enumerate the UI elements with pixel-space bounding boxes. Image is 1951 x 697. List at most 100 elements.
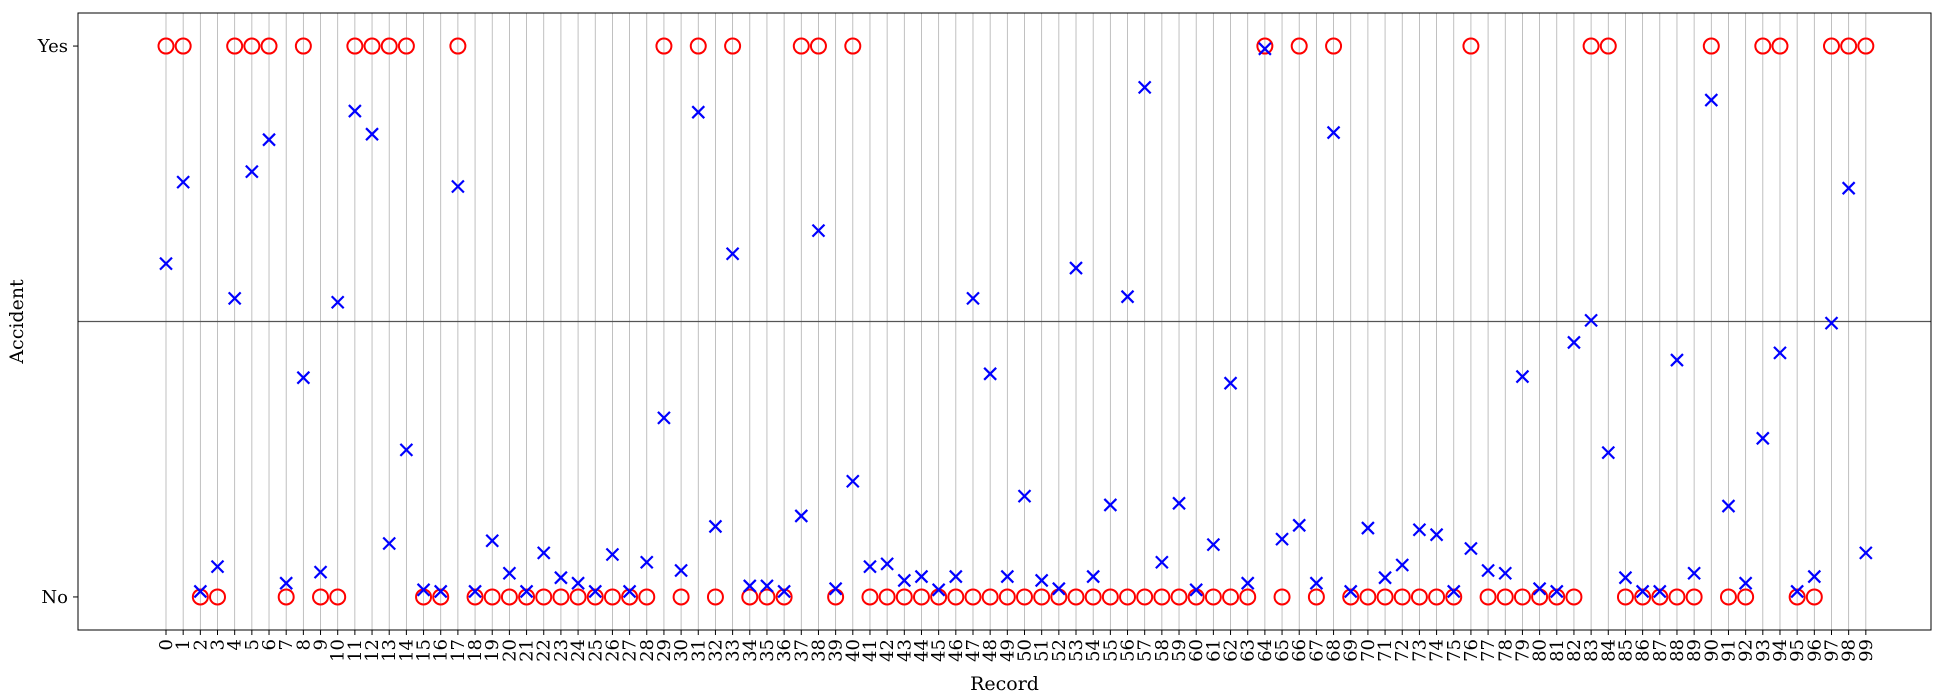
x-tick-label-1: 1	[173, 639, 194, 650]
circle-point-90	[1702, 37, 1720, 55]
x-tick-label-3: 3	[208, 639, 229, 650]
circle-point-93	[1754, 37, 1772, 55]
x-tick-label-12: 12	[362, 639, 383, 662]
x-tick-label-71: 71	[1375, 639, 1396, 662]
circle-point-79	[1513, 588, 1531, 606]
x-point-12	[365, 127, 379, 141]
x-tick-label-15: 15	[414, 639, 435, 662]
x-point-33	[725, 246, 740, 261]
x-tick-label-94: 94	[1770, 639, 1791, 662]
circle-point-53	[1067, 588, 1085, 606]
x-point-95	[1790, 584, 1804, 599]
circle-point-55	[1101, 588, 1119, 606]
x-point-68	[1326, 125, 1341, 140]
circle-point-88	[1668, 588, 1686, 606]
x-tick-label-89: 89	[1684, 639, 1705, 662]
circle-point-44	[912, 588, 930, 606]
x-point-81	[1549, 584, 1564, 599]
circle-point-84	[1599, 37, 1617, 55]
x-point-2	[193, 584, 208, 599]
circle-point-38	[809, 37, 827, 55]
x-tick-label-88: 88	[1667, 639, 1688, 662]
circle-point-66	[1290, 37, 1308, 55]
x-tick-label-59: 59	[1169, 639, 1190, 662]
x-point-10	[330, 295, 345, 309]
circle-point-96	[1805, 588, 1823, 606]
x-tick-label-20: 20	[499, 639, 520, 662]
x-point-15	[416, 583, 431, 597]
x-point-41	[863, 559, 877, 574]
circle-point-61	[1204, 588, 1222, 606]
circle-point-10	[329, 588, 347, 606]
x-point-58	[1155, 555, 1169, 570]
data-points	[157, 37, 1875, 606]
x-point-66	[1292, 518, 1306, 533]
x-tick-label-70: 70	[1358, 639, 1379, 662]
x-point-21	[519, 584, 534, 599]
circle-point-68	[1325, 37, 1343, 55]
x-tick-label-76: 76	[1461, 639, 1482, 662]
x-point-4	[227, 291, 242, 306]
x-point-99	[1859, 546, 1873, 560]
x-point-90	[1704, 93, 1719, 107]
x-tick-label-79: 79	[1512, 639, 1533, 662]
x-point-13	[382, 536, 396, 551]
x-tick-label-63: 63	[1238, 639, 1259, 662]
x-point-94	[1773, 346, 1787, 360]
circle-point-30	[672, 588, 690, 606]
x-tick-label-98: 98	[1839, 639, 1860, 662]
x-point-55	[1103, 498, 1118, 512]
circle-point-56	[1119, 588, 1137, 606]
x-point-54	[1086, 569, 1100, 584]
x-point-40	[846, 474, 860, 489]
x-point-64	[1258, 42, 1272, 56]
circle-point-22	[535, 588, 553, 606]
x-point-51	[1034, 573, 1049, 588]
x-tick-label-80: 80	[1530, 639, 1551, 662]
circle-point-85	[1616, 588, 1634, 606]
circle-point-89	[1685, 588, 1703, 606]
x-tick-label-48: 48	[980, 639, 1001, 662]
x-point-24	[571, 576, 585, 590]
x-tick-label-0: 0	[156, 639, 177, 650]
x-tick-label-45: 45	[929, 639, 950, 662]
x-tick-label-31: 31	[688, 639, 709, 662]
x-point-52	[1052, 581, 1066, 596]
circle-point-92	[1737, 588, 1755, 606]
x-tick-label-97: 97	[1821, 639, 1842, 662]
x-point-86	[1635, 584, 1650, 599]
x-tick-label-47: 47	[963, 639, 984, 662]
x-tick-label-9: 9	[311, 639, 332, 650]
circle-point-76	[1462, 37, 1480, 55]
x-point-3	[210, 559, 225, 574]
x-point-16	[433, 584, 448, 599]
x-point-7	[279, 576, 293, 590]
circle-point-11	[346, 37, 364, 55]
circle-point-25	[586, 588, 604, 606]
x-tick-label-87: 87	[1650, 639, 1671, 662]
x-tick-label-38: 38	[808, 639, 829, 662]
x-tick-label-41: 41	[860, 639, 881, 662]
x-tick-label-37: 37	[791, 639, 812, 662]
circle-point-13	[380, 37, 398, 55]
circle-point-33	[724, 37, 742, 55]
x-axis-label: Record	[970, 673, 1039, 695]
x-point-9	[313, 565, 328, 579]
circle-point-87	[1651, 588, 1669, 606]
x-point-83	[1584, 313, 1598, 328]
x-point-82	[1567, 335, 1581, 350]
x-tick-label-86: 86	[1633, 639, 1654, 662]
x-tick-label-34: 34	[740, 639, 761, 662]
x-point-72	[1395, 558, 1410, 572]
x-point-32	[708, 519, 723, 534]
x-point-61	[1206, 537, 1221, 552]
circle-point-36	[775, 588, 793, 606]
x-tick-label-39: 39	[826, 639, 847, 662]
circle-point-75	[1445, 588, 1463, 606]
x-tick-label-92: 92	[1736, 639, 1757, 662]
x-point-14	[399, 443, 414, 457]
x-tick-label-73: 73	[1409, 639, 1430, 662]
x-point-98	[1841, 181, 1856, 195]
x-tick-label-35: 35	[757, 639, 778, 662]
x-point-36	[777, 584, 791, 599]
